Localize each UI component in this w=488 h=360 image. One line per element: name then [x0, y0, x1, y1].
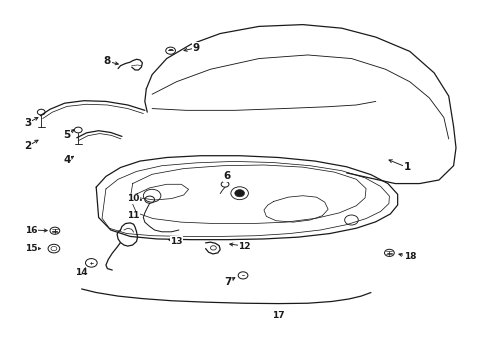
Text: 11: 11: [127, 211, 140, 220]
Text: 18: 18: [403, 252, 415, 261]
Text: 7: 7: [224, 277, 231, 287]
Text: 4: 4: [63, 156, 71, 165]
Text: 6: 6: [224, 171, 231, 181]
Text: 2: 2: [24, 141, 32, 151]
Text: 9: 9: [192, 43, 199, 53]
Text: 15: 15: [25, 244, 38, 253]
Text: 5: 5: [63, 130, 70, 140]
Text: 3: 3: [24, 118, 32, 128]
Text: 14: 14: [75, 268, 88, 277]
Text: 17: 17: [272, 311, 285, 320]
Text: 12: 12: [238, 242, 250, 251]
Circle shape: [234, 190, 244, 197]
Text: 10: 10: [127, 194, 140, 203]
Text: 1: 1: [403, 162, 410, 172]
Text: 16: 16: [25, 225, 38, 234]
Text: 13: 13: [170, 237, 183, 246]
Text: 8: 8: [103, 57, 111, 66]
